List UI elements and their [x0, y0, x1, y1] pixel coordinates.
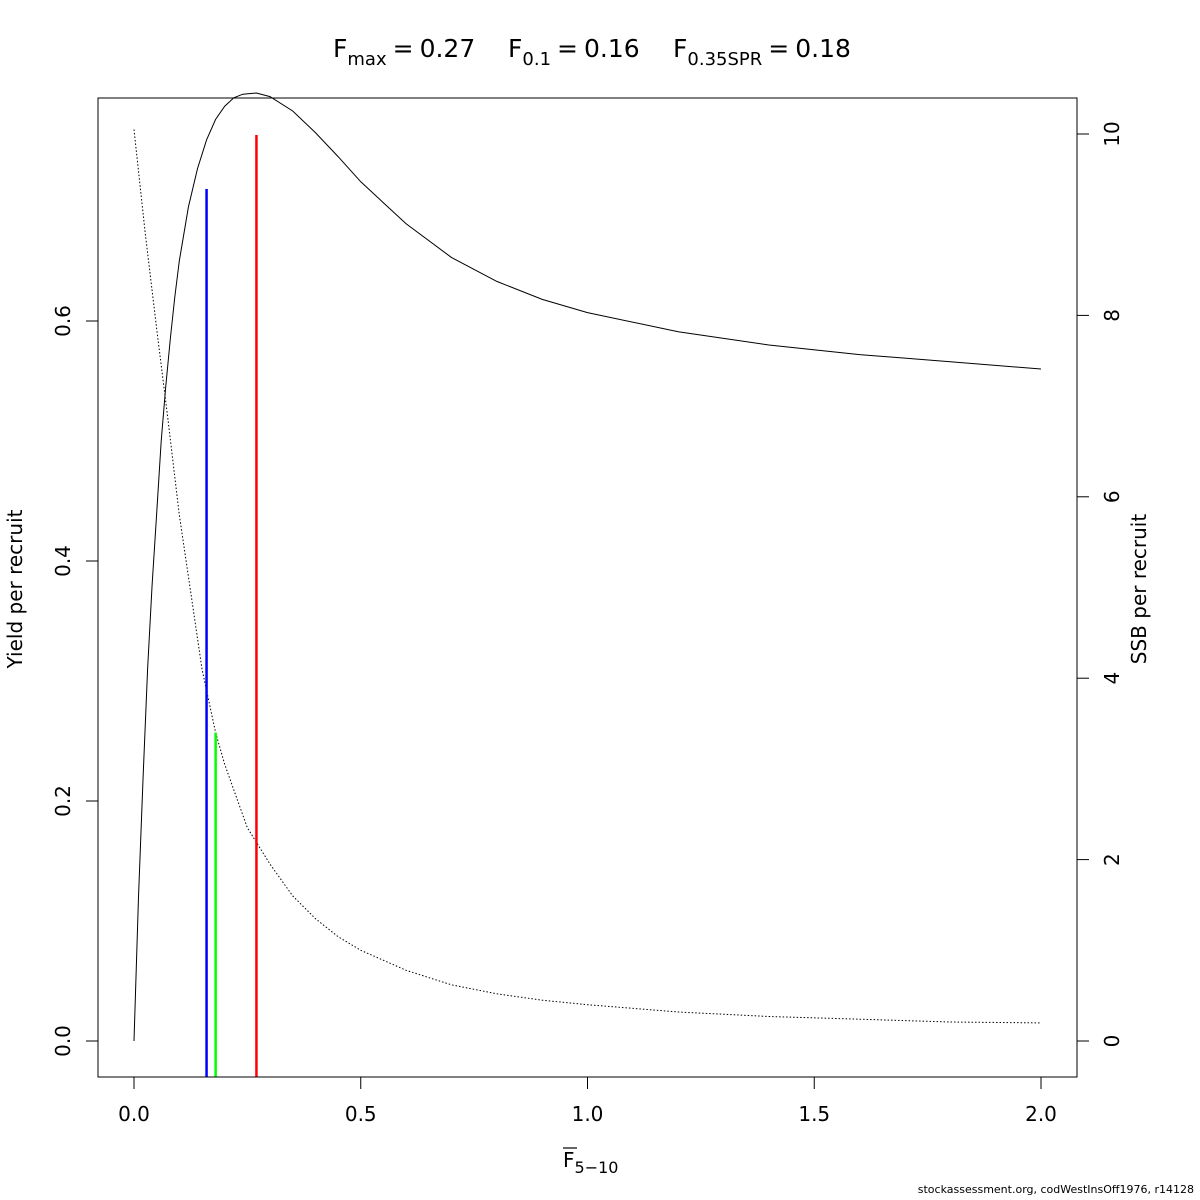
x-tick-label: 1.5: [798, 1102, 830, 1126]
y-right-tick-label: 2: [1100, 853, 1124, 866]
x-tick-label: 2.0: [1025, 1102, 1057, 1126]
y-axis-right-title: SSB per recruit: [1127, 514, 1151, 665]
x-axis: 0.0 0.5 1.0 1.5 2.0: [118, 1076, 1057, 1126]
y-axis-left-title: Yield per recruit: [3, 509, 27, 669]
footer-credit: stockassessment.org, codWestInsOff1976, …: [917, 1183, 1194, 1196]
y-axis-right: 0 2 4 6 8 10: [1076, 121, 1124, 1048]
x-axis-title-text: F5−10: [563, 1148, 618, 1177]
series-line-ssb: [133, 129, 1042, 1024]
y-right-tick-label: 0: [1100, 1035, 1124, 1048]
y-left-tick-label: 0.2: [51, 785, 75, 817]
chart-title: Fmax = 0.27 F0.1 = 0.16 F0.35SPR = 0.18: [333, 34, 851, 70]
x-tick-label: 0.5: [345, 1102, 377, 1126]
y-right-tick-label: 8: [1100, 309, 1124, 322]
y-right-tick-label: 10: [1100, 121, 1124, 146]
reference-lines: [205, 135, 258, 1077]
x-axis-title: F5−10: [563, 1147, 618, 1177]
y-right-tick-label: 6: [1100, 490, 1124, 503]
y-right-tick-label: 4: [1100, 672, 1124, 685]
y-left-tick-label: 0.6: [51, 305, 75, 337]
title-part-1: F0.1 = 0.16: [508, 34, 640, 70]
series-group: [133, 92, 1042, 1042]
title-part-0: Fmax = 0.27: [333, 34, 475, 70]
x-tick-label: 0.0: [118, 1102, 150, 1126]
series-line-yield: [133, 92, 1042, 1042]
y-left-tick-label: 0.4: [51, 545, 75, 577]
y-left-tick-label: 0.0: [51, 1025, 75, 1057]
y-axis-left: 0.0 0.2 0.4 0.6: [51, 305, 99, 1057]
plot-frame: [97, 97, 1078, 1078]
x-tick-label: 1.0: [572, 1102, 604, 1126]
title-part-2: F0.35SPR = 0.18: [673, 34, 851, 70]
